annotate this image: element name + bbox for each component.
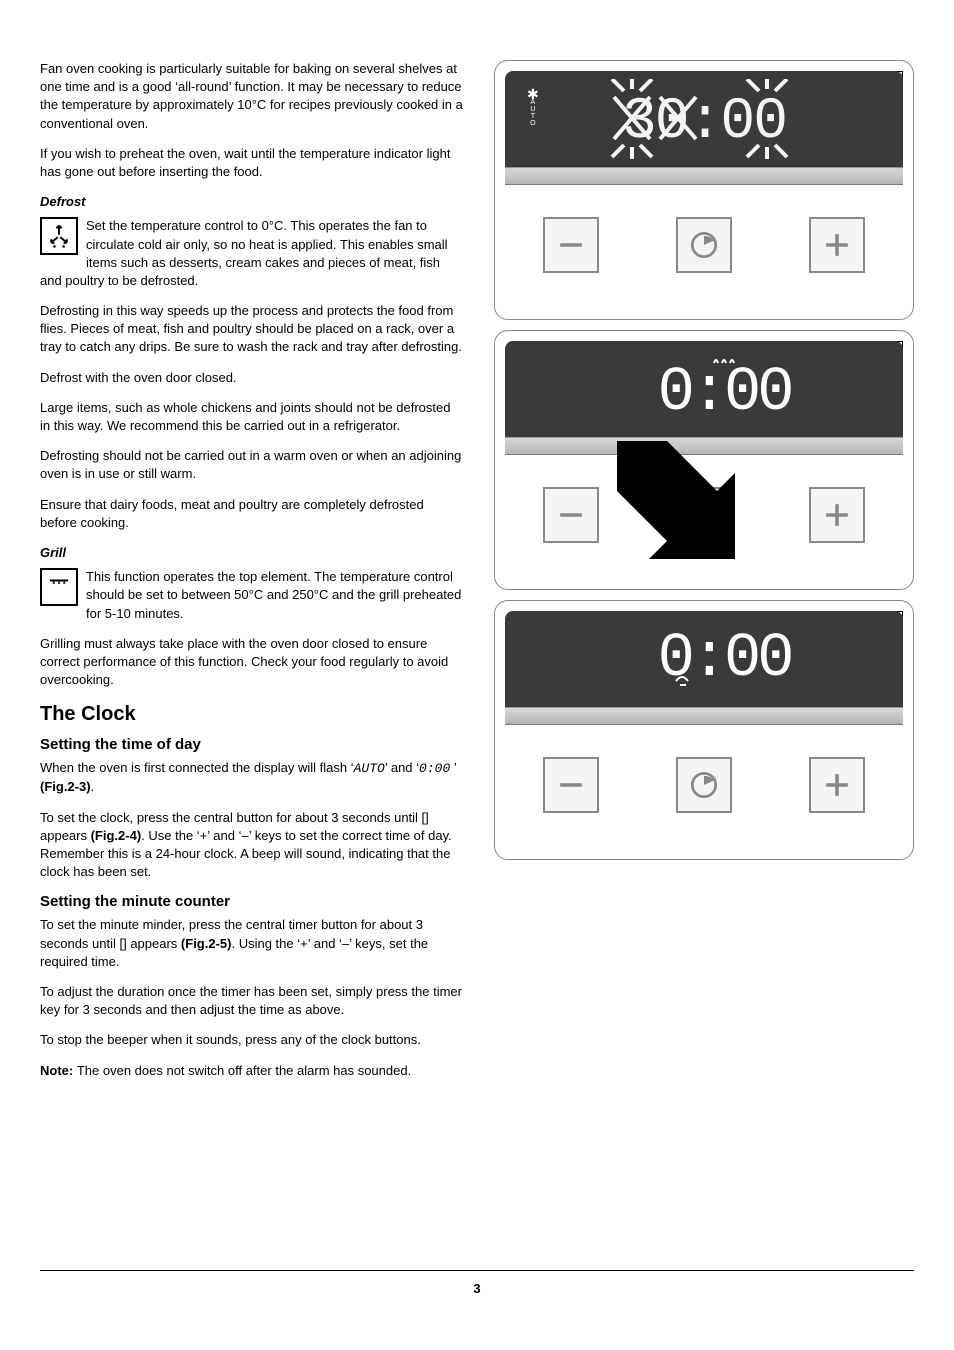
time-display: 0:00 (574, 619, 834, 699)
settime-p1: When the oven is first connected the dis… (40, 759, 464, 796)
panel-trim (505, 437, 903, 455)
grill-heading: Grill (40, 544, 464, 562)
defrost-p4: Large items, such as whole chickens and … (40, 399, 464, 435)
panel-trim (505, 167, 903, 185)
minus-button[interactable] (543, 757, 599, 813)
timer-button[interactable] (676, 487, 732, 543)
oven-display: 0:00 (505, 341, 903, 437)
defrost-p2: Defrosting in this way speeds up the pro… (40, 302, 464, 357)
defrost-heading: Defrost (40, 193, 464, 211)
right-column: Fig.2-3 ✱ A U T O 30:00 (494, 60, 914, 1250)
clock-heading: The Clock (40, 703, 464, 726)
setmin-p2: To adjust the duration once the timer ha… (40, 983, 464, 1019)
time-display: 30:00 (574, 79, 834, 159)
plus-button[interactable] (809, 217, 865, 273)
minus-button[interactable] (543, 217, 599, 273)
defrost-p5: Defrosting should not be carried out in … (40, 447, 464, 483)
figure-2-4: Fig.2-4 0:00 (494, 330, 914, 590)
setmin-p1: To set the minute minder, press the cent… (40, 916, 464, 971)
timer-button[interactable] (676, 757, 732, 813)
grill-p1: This function operates the top element. … (40, 568, 464, 623)
grill-p2: Grilling must always take place with the… (40, 635, 464, 690)
note-paragraph: Note: The oven does not switch off after… (40, 1062, 464, 1080)
oven-display: ✱ A U T O 30:00 (505, 71, 903, 167)
defrost-p6: Ensure that dairy foods, meat and poultr… (40, 496, 464, 532)
defrost-p3: Defrost with the oven door closed. (40, 369, 464, 387)
intro-paragraph-2: If you wish to preheat the oven, wait un… (40, 145, 464, 181)
timer-button[interactable] (676, 217, 732, 273)
auto-indicator-icon: ✱ A U T O (527, 89, 540, 127)
page-number: 3 (40, 1270, 914, 1296)
setmin-heading: Setting the minute counter (40, 893, 464, 910)
plus-button[interactable] (809, 487, 865, 543)
time-display: 0:00 (574, 349, 834, 429)
svg-text:0:00: 0:00 (658, 357, 792, 428)
oven-display: 0:00 (505, 611, 903, 707)
panel-trim (505, 707, 903, 725)
defrost-icon (40, 217, 78, 255)
minus-button[interactable] (543, 487, 599, 543)
left-column: Fan oven cooking is particularly suitabl… (40, 60, 464, 1250)
grill-icon (40, 568, 78, 606)
svg-text:0:00: 0:00 (658, 623, 792, 694)
intro-paragraph-1: Fan oven cooking is particularly suitabl… (40, 60, 464, 133)
defrost-p1: Set the temperature control to 0°C. This… (40, 217, 464, 290)
figure-2-5: Fig.2-5 0:00 (494, 600, 914, 860)
settime-p2: To set the clock, press the central butt… (40, 809, 464, 882)
settime-heading: Setting the time of day (40, 736, 464, 753)
plus-button[interactable] (809, 757, 865, 813)
setmin-p3: To stop the beeper when it sounds, press… (40, 1031, 464, 1049)
figure-2-3: Fig.2-3 ✱ A U T O 30:00 (494, 60, 914, 320)
